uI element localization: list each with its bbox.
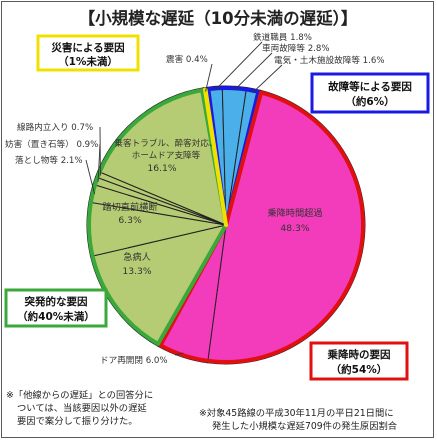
note-right-line2: 発生した小規模な遅延709件の発生原因割合 [212,420,397,432]
note-left-line2: ついては、当該要因以外の遅延 [17,402,147,414]
group-box-disaster [36,34,140,72]
outline-sudden [87,88,228,346]
group-box-boarding [309,341,409,381]
group-share-sudden: （約40%未満） [17,310,95,323]
label-denki: 電気・土木施設故障等 1.6% [274,54,385,66]
label-shingai: 震害 0.4% [166,53,208,65]
group-share-failure: （約6%） [345,95,394,108]
outline-failure [206,86,261,227]
note-left-line1: ※「他線からの遅延」との回答分に [6,389,153,401]
leader-lines [85,41,283,356]
group-outlines [87,86,365,365]
note-left-line3: 要因で案分して振り分けた。 [17,415,138,427]
label-fumikiri-value: 6.3% [118,215,142,226]
label-jokyaku-line1: 乗客トラブル、酔客対応、 [114,137,217,149]
label-senro: 線路内立入り 0.7% [17,121,93,133]
label-shokuin: 鉄道職員 1.8% [253,31,312,43]
leader-line-0 [214,41,263,91]
note-right-line1: ※対象45路線の平成30年11月の平日21日間に [199,407,394,419]
label-jokou-value: 48.3% [280,223,309,234]
leader-line-1 [233,52,273,91]
outline-disaster [202,87,228,227]
label-kyubyo-line1: 急病人 [123,251,151,263]
leader-line-7 [85,159,96,195]
group-name-sudden: 突発的な要因 [25,295,88,308]
group-share-boarding: （約54%） [331,363,388,376]
label-otoshimono: 落とし物等 2.1% [15,154,83,166]
label-jokou-line1: 乗降時間超過 [267,207,322,219]
leader-line-4 [174,352,184,356]
group-box-sudden [4,288,108,328]
group-name-failure: 故障等による要因 [328,80,412,93]
group-name-disaster: 災害による要因 [51,41,124,54]
label-jokyaku-value: 16.1% [147,163,176,174]
label-jokyaku-line2: ホームドア支障等 [132,149,201,161]
label-sharyo: 車両故障等 2.8% [262,42,330,54]
outline-boarding [158,90,365,365]
label-door: ドア再開閉 6.0% [100,355,168,366]
label-bougai: 妨害（置き石等） 0.9% [5,138,98,150]
leader-line-2 [252,64,283,93]
pie-slices [86,85,366,365]
group-share-disaster: （1%未満） [58,55,118,68]
label-fumikiri-line1: 踏切直前横断 [102,201,157,213]
group-box-failure [310,72,430,114]
leader-line-11 [205,63,213,92]
chart-title: 【小規模な遅延（10分未満の遅延）】 [79,8,358,28]
leader-line-8 [97,143,101,182]
group-name-boarding: 乗降時の要因 [327,348,391,361]
label-kyubyo-value: 13.3% [122,266,151,277]
